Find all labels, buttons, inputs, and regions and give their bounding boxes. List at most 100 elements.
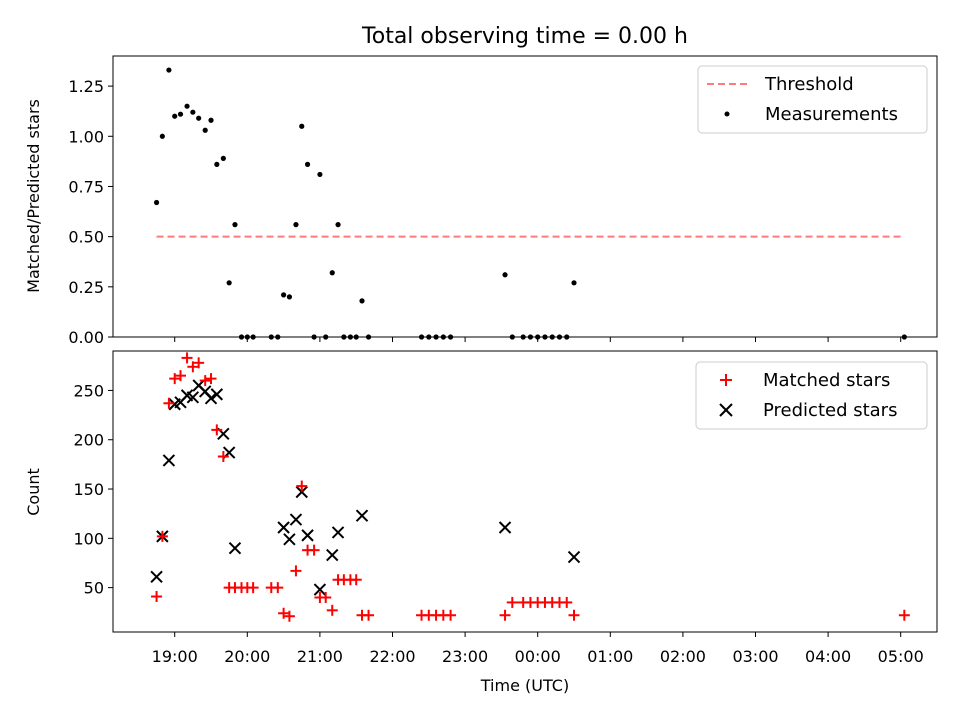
- measurement-point: [901, 334, 907, 340]
- matched-star-marker: [561, 596, 573, 608]
- measurement-point: [153, 199, 160, 206]
- bottom-x-tick-label: 05:00: [878, 647, 924, 666]
- predicted-star-marker: [313, 583, 327, 596]
- bottom-x-tick-label: 04:00: [805, 647, 851, 666]
- predicted-star-marker: [150, 570, 163, 583]
- bottom-y-axis-label: Count: [24, 468, 43, 516]
- predicted-star-stroke: [180, 389, 194, 402]
- measurement-point: [238, 334, 245, 340]
- matched-star-marker: [272, 582, 284, 594]
- matched-star-marker: [199, 375, 211, 387]
- measurement-point: [426, 334, 432, 340]
- matched-legend-label: Matched stars: [763, 370, 890, 391]
- predicted-star-stroke: [295, 485, 308, 499]
- predicted-star-stroke: [331, 526, 345, 539]
- measurement-point: [341, 334, 347, 340]
- predicted-star-marker: [326, 548, 339, 562]
- predicted-star-stroke: [162, 454, 176, 467]
- predicted-star-marker: [186, 391, 200, 404]
- top-y-tick-label: 0.50: [68, 228, 104, 247]
- predicted-star-stroke: [283, 533, 296, 546]
- predicted-star-stroke: [198, 385, 212, 398]
- matched-star-marker: [278, 607, 290, 619]
- top-y-tick-label: 1.00: [68, 127, 104, 146]
- bottom-x-tick-label: 20:00: [224, 647, 270, 666]
- measurement-point: [232, 222, 238, 228]
- predicted-star-stroke: [277, 521, 290, 534]
- bottom-x-axis-label: Time (UTC): [480, 676, 569, 695]
- measurements-legend-swatch: [724, 111, 730, 117]
- measurement-point: [335, 222, 341, 228]
- measurement-point: [433, 334, 439, 340]
- predicted-star-stroke: [289, 513, 303, 526]
- measurement-point: [509, 334, 515, 340]
- measurement-point: [418, 334, 425, 340]
- matched-star-marker: [187, 361, 199, 373]
- matched-star-marker: [175, 370, 187, 382]
- matched-star-marker: [211, 424, 223, 436]
- top-y-axis-label: Matched/Predicted stars: [24, 99, 43, 293]
- predicted-star-stroke: [567, 550, 581, 564]
- bottom-y-tick-label: 150: [73, 480, 104, 499]
- measurement-point: [286, 294, 293, 300]
- measurement-point: [268, 334, 274, 340]
- predicted-star-stroke: [326, 548, 339, 562]
- bottom-y-tick-label: 100: [73, 529, 104, 548]
- bottom-x-tick-label: 01:00: [587, 647, 633, 666]
- measurement-point: [166, 67, 172, 73]
- predicted-star-marker: [498, 521, 512, 534]
- measurement-point: [202, 127, 208, 133]
- bottom-legend: Matched stars Predicted stars: [695, 361, 928, 430]
- predicted-star-marker: [283, 533, 296, 546]
- bottom-x-tick-label: 03:00: [732, 647, 778, 666]
- predicted-star-stroke: [186, 391, 200, 404]
- measurement-point: [329, 270, 335, 276]
- matched-star-marker: [568, 609, 580, 621]
- predicted-star-marker: [301, 529, 314, 542]
- bottom-x-tick-label: 21:00: [297, 647, 343, 666]
- predicted-star-stroke: [498, 521, 512, 534]
- measurement-point: [226, 280, 232, 286]
- matched-star-marker: [898, 609, 910, 621]
- predicted-star-stroke: [217, 427, 230, 441]
- measurement-point: [311, 334, 317, 340]
- measurement-point: [323, 334, 329, 340]
- matched-star-marker: [283, 610, 295, 622]
- top-legend: Threshold Measurements: [697, 65, 928, 134]
- measurement-point: [172, 113, 178, 119]
- predicted-star-marker: [204, 392, 218, 405]
- predicted-star-marker: [355, 509, 369, 522]
- bottom-x-tick-label: 02:00: [660, 647, 706, 666]
- measurement-point: [250, 334, 256, 340]
- measurement-point: [502, 272, 508, 278]
- bottom-x-tick-label: 00:00: [515, 647, 561, 666]
- matched-star-marker: [296, 480, 308, 492]
- top-y-tick-label: 1.25: [68, 77, 104, 96]
- matched-star-marker: [169, 373, 181, 385]
- predicted-star-stroke: [313, 583, 327, 596]
- matched-star-marker: [499, 609, 511, 621]
- predicted-star-stroke: [210, 388, 224, 401]
- measurement-point: [527, 334, 534, 340]
- measurement-point: [293, 222, 299, 228]
- predicted-star-stroke: [355, 509, 369, 522]
- predicted-legend-label: Predicted stars: [763, 400, 897, 421]
- measurement-point: [177, 111, 184, 117]
- bottom-axes-frame: [112, 350, 938, 633]
- matched-star-marker: [445, 609, 457, 621]
- matched-legend-swatch: [720, 374, 732, 386]
- predicted-star-marker: [210, 388, 224, 401]
- bottom-x-tick-label: 23:00: [442, 647, 488, 666]
- bottom-legend-box: [695, 361, 928, 430]
- threshold-legend-label: Threshold: [764, 74, 854, 95]
- measurement-point: [440, 334, 446, 340]
- predicted-star-marker: [295, 485, 308, 499]
- matched-star-marker: [326, 604, 338, 616]
- top-y-tick-label: 0.75: [68, 177, 104, 196]
- predicted-star-marker: [331, 526, 345, 539]
- bottom-y-tick-label: 250: [73, 381, 104, 400]
- top-y-tick-label: 0.00: [68, 328, 104, 347]
- matched-star-marker: [217, 450, 229, 462]
- measurement-point: [571, 280, 577, 286]
- measurement-point: [447, 334, 454, 340]
